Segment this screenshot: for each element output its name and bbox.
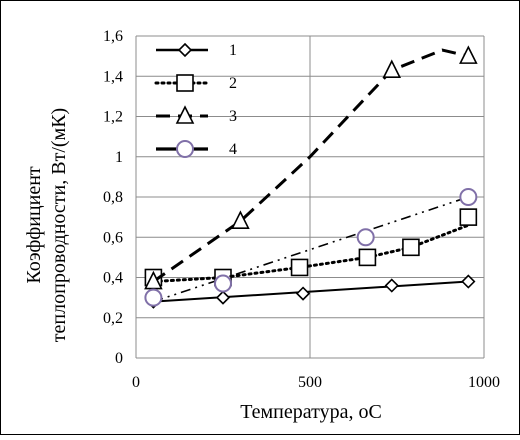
y-tick-label: 0,4 bbox=[103, 270, 123, 287]
series-layer bbox=[144, 45, 478, 309]
legend-label-4: 4 bbox=[229, 141, 237, 158]
series-4-point bbox=[214, 274, 232, 293]
series-3-point bbox=[459, 45, 478, 64]
x-tick-label: 500 bbox=[298, 374, 322, 391]
y-tick-label: 0,2 bbox=[103, 310, 123, 327]
y-tick-label: 0 bbox=[115, 350, 123, 367]
legend: 1 2 3 4 bbox=[154, 42, 237, 158]
series-1-point bbox=[295, 286, 311, 301]
x-tick-label: 1000 bbox=[468, 374, 500, 391]
y-tick-label: 1,4 bbox=[103, 68, 123, 85]
y-axis-title-line-1: Коэффициент bbox=[23, 166, 45, 284]
legend-marker-2 bbox=[176, 74, 194, 92]
series-4-line bbox=[153, 196, 469, 303]
tick-layer: 0 0,2 0,4 0,6 0,8 1 1,2 1,4 1,6 0 500 1000 bbox=[103, 28, 500, 391]
series-1-point bbox=[215, 290, 231, 305]
legend-label-1: 1 bbox=[229, 42, 237, 59]
y-axis-title-group: Коэффициент теплопроводности, Вт/(мК) bbox=[23, 108, 70, 342]
series-4-point bbox=[144, 288, 163, 307]
legend-label-2: 2 bbox=[229, 75, 237, 92]
series-3-point bbox=[231, 210, 250, 229]
series-4-point bbox=[356, 228, 375, 247]
legend-label-3: 3 bbox=[229, 108, 237, 125]
series-3-point bbox=[144, 270, 163, 290]
x-tick-label: 0 bbox=[132, 374, 140, 391]
series-4-point bbox=[459, 188, 478, 206]
series-1-point bbox=[461, 274, 476, 289]
y-tick-label: 1 bbox=[115, 149, 123, 166]
y-axis-title-line-2: теплопроводности, Вт/(мК) bbox=[48, 108, 70, 342]
y-tick-label: 0,6 bbox=[103, 229, 123, 246]
series-1-point bbox=[384, 278, 399, 293]
series-2-line bbox=[151, 223, 470, 284]
legend-marker-3 bbox=[175, 105, 195, 124]
legend-marker-4 bbox=[176, 140, 194, 158]
series-1-line bbox=[153, 280, 469, 303]
series-2-point bbox=[402, 238, 420, 257]
legend-marker-1 bbox=[177, 42, 193, 58]
series-3-point bbox=[382, 59, 402, 79]
series-2-point bbox=[459, 208, 478, 226]
y-tick-label: 1,6 bbox=[103, 28, 123, 45]
series-2-point bbox=[290, 258, 309, 277]
series-3-line bbox=[152, 48, 469, 283]
y-tick-label: 0,8 bbox=[103, 189, 123, 206]
y-tick-label: 1,2 bbox=[103, 109, 123, 126]
series-2-point bbox=[358, 248, 377, 267]
x-axis-title: Температура, оС bbox=[240, 401, 382, 423]
